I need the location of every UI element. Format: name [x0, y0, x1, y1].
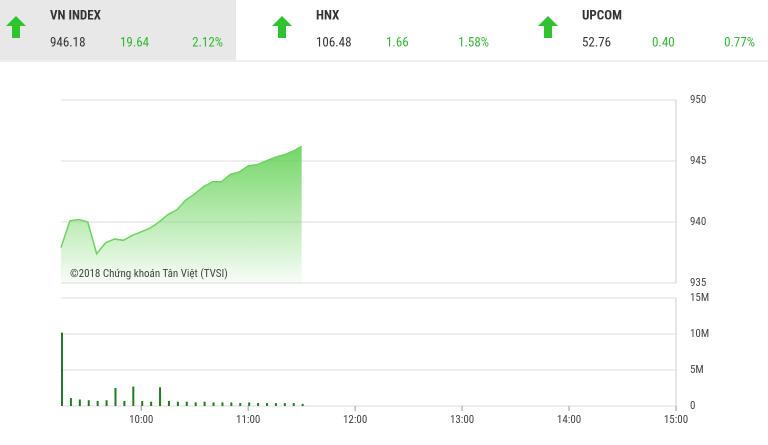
x-tick-label: 10:00 — [129, 413, 153, 426]
x-tick-label: 11:00 — [236, 413, 260, 426]
volume-bar — [257, 403, 260, 406]
y-tick-label: 940 — [690, 215, 706, 228]
index-value: 946.18 — [50, 35, 86, 50]
index-percent: 2.12% — [192, 35, 223, 50]
y-tick-label: 0 — [690, 399, 695, 412]
volume-bar — [203, 401, 206, 406]
volume-bar — [248, 402, 251, 406]
volume-bar — [239, 403, 242, 406]
volume-bar — [185, 401, 188, 406]
area-fill — [61, 146, 302, 283]
volume-bar — [150, 401, 153, 406]
volume-bar — [78, 399, 81, 406]
volume-bar — [221, 402, 224, 406]
index-change: 19.64 — [120, 35, 150, 50]
y-tick-label: 935 — [690, 276, 706, 289]
y-tick-label: 950 — [690, 93, 706, 106]
volume-bar — [212, 402, 215, 406]
index-value: 106.48 — [316, 35, 352, 50]
x-tick-label: 12:00 — [343, 413, 367, 426]
index-name: UPCOM — [582, 8, 622, 23]
volume-bar — [167, 400, 170, 406]
volume-bar — [274, 403, 277, 406]
volume-bar — [69, 398, 72, 406]
volume-bar — [87, 400, 90, 406]
volume-bar — [230, 402, 233, 406]
x-tick-label: 14:00 — [557, 413, 581, 426]
volume-bar — [301, 403, 304, 406]
index-percent: 0.77% — [724, 35, 755, 50]
volume-bar — [292, 403, 295, 406]
index-name: HNX — [316, 8, 340, 23]
x-tick-label: 13:00 — [450, 413, 474, 426]
volume-bar — [114, 388, 117, 406]
index-name: VN INDEX — [50, 8, 102, 23]
volume-bar — [96, 400, 99, 406]
watermark: ©2018 Chứng khoán Tân Việt (TVSI) — [70, 267, 228, 280]
y-tick-label: 15M — [690, 291, 709, 304]
index-value: 52.76 — [582, 35, 611, 50]
index-change: 1.66 — [386, 35, 409, 50]
y-tick-label: 5M — [690, 363, 704, 376]
up-arrow — [272, 16, 292, 38]
volume-bar — [194, 402, 197, 406]
volume-bar — [105, 400, 108, 406]
volume-bar — [176, 401, 179, 406]
volume-bar — [283, 403, 286, 406]
volume-bar — [132, 386, 135, 406]
y-tick-label: 945 — [690, 154, 706, 167]
price-line — [60, 145, 303, 256]
index-change: 0.40 — [652, 35, 675, 50]
up-arrow — [538, 16, 558, 38]
up-arrow — [6, 16, 26, 38]
volume-bar — [159, 387, 162, 406]
y-tick-label: 10M — [690, 327, 709, 340]
x-tick-label: 15:00 — [664, 413, 688, 426]
volume-bar — [123, 400, 126, 406]
index-percent: 1.58% — [458, 35, 489, 50]
volume-bar — [141, 400, 144, 406]
tile-bg — [0, 0, 236, 60]
volume-bar — [266, 403, 268, 406]
volume-bar — [61, 332, 63, 406]
